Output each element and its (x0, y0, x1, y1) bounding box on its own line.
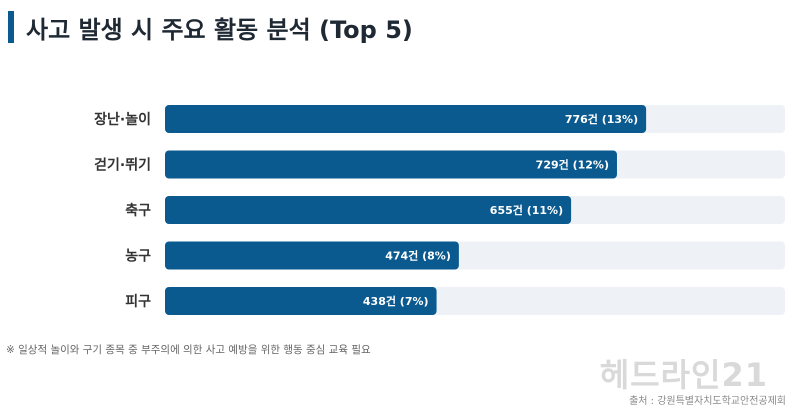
title-accent-bar (8, 11, 14, 43)
bar (165, 105, 647, 133)
category-label: 걷기·뛰기 (94, 157, 151, 174)
category-label: 장난·놀이 (94, 111, 151, 128)
title-wrap: 사고 발생 시 주요 활동 분석 (Top 5) (8, 10, 413, 44)
chart-title: 사고 발생 시 주요 활동 분석 (Top 5) (26, 15, 413, 44)
category-label: 축구 (125, 203, 151, 219)
bar (165, 196, 572, 224)
value-label: 729건 (12%) (536, 158, 609, 172)
category-label: 피구 (125, 294, 151, 310)
category-label: 농구 (125, 249, 151, 265)
value-label: 474건 (8%) (385, 249, 451, 263)
bar (165, 287, 437, 315)
value-label: 655건 (11%) (490, 203, 563, 217)
watermark: 헤드라인21 (599, 356, 768, 394)
bar (165, 241, 459, 270)
source-credit: 출처 : 강원특별자치도학교안전공제회 (629, 396, 786, 407)
bar (165, 150, 617, 179)
bar-chart: 장난·놀이 776건 (13%) 걷기·뛰기 729건 (12%) 축구 655건 (11… (94, 105, 785, 315)
value-label: 438건 (7%) (363, 294, 429, 308)
footnote: ※ 일상적 놀이와 구기 종목 중 부주의에 의한 사고 예방을 위한 행동 중… (6, 344, 371, 356)
value-label: 776건 (13%) (565, 112, 638, 126)
